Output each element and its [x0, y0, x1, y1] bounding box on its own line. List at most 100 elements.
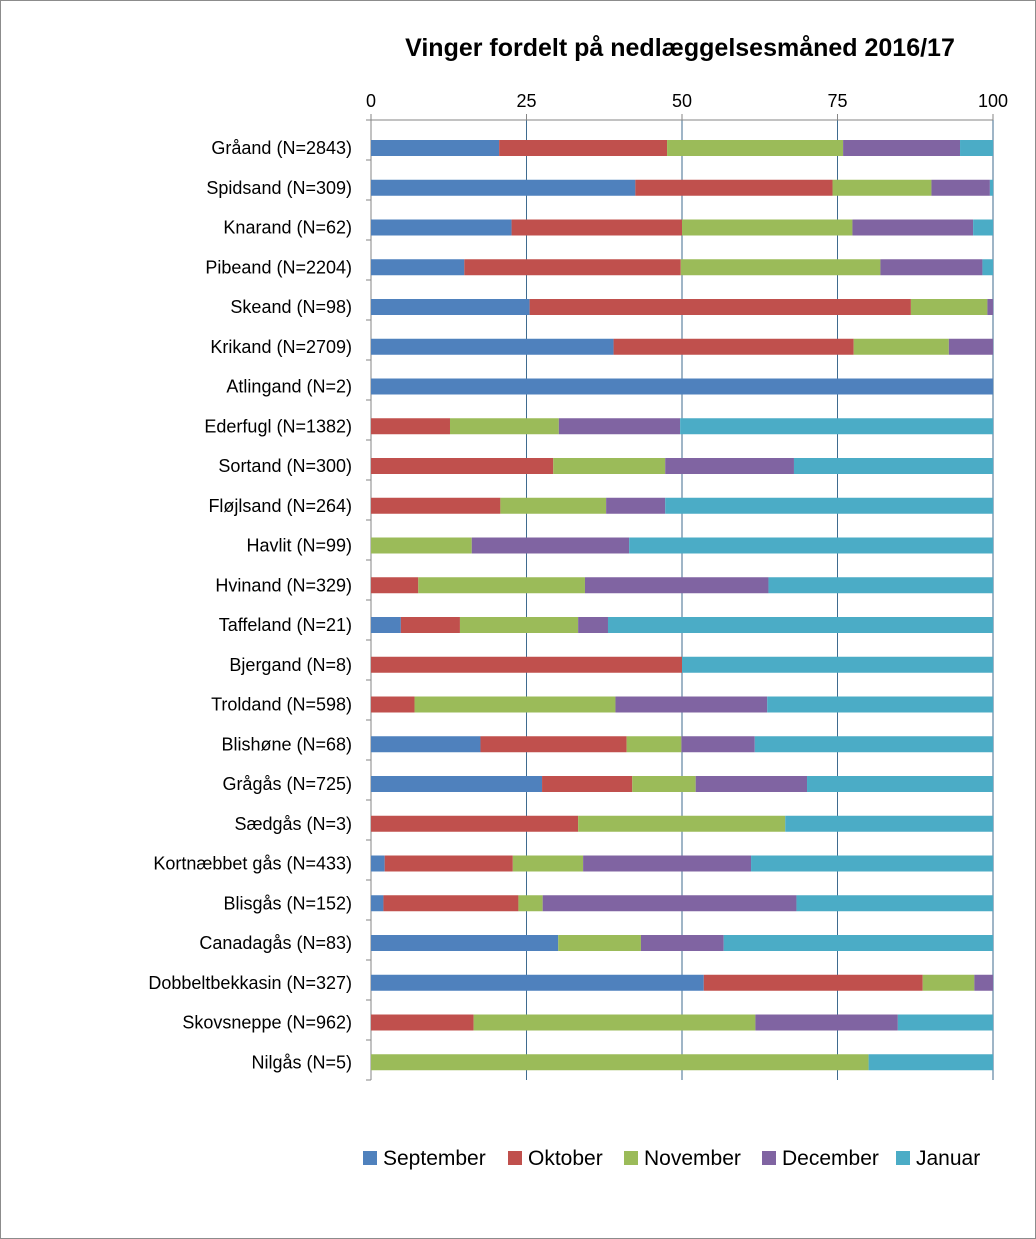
- bar-segment-oktober: [383, 895, 519, 912]
- bar-segment-december: [974, 974, 993, 991]
- bar-segment-december: [695, 776, 808, 792]
- bar-segment-januar: [897, 1014, 993, 1031]
- bar-segment-november: [853, 338, 949, 355]
- bar-segment-januar: [785, 815, 993, 832]
- bars: [371, 140, 993, 1071]
- category-label: Taffeland (N=21): [219, 615, 352, 635]
- bar-segment-oktober: [542, 776, 633, 792]
- bar-segment-oktober: [371, 497, 501, 514]
- x-tick-label: 50: [672, 91, 692, 111]
- category-label: Canadagås (N=83): [199, 933, 352, 953]
- bar-segment-januar: [793, 458, 993, 474]
- bar-segment-september: [371, 974, 704, 991]
- bar-segment-november: [414, 696, 616, 713]
- bar-segment-december: [843, 140, 961, 156]
- bar-segment-januar: [768, 577, 993, 594]
- chart-title: Vinger fordelt på nedlæggelsesmåned 2016…: [405, 34, 955, 62]
- bar-segment-september: [371, 617, 401, 633]
- bar-segment-december: [852, 219, 974, 236]
- bar-segment-december: [755, 1014, 898, 1031]
- bar-segment-november: [449, 418, 559, 435]
- bar-segment-september: [371, 378, 993, 395]
- bar-segment-december: [542, 895, 797, 912]
- bar-segment-oktober: [511, 219, 682, 236]
- bar-segment-september: [371, 179, 636, 196]
- category-labels: Gråand (N=2843) Spidsand (N=309) Knarand (…: [148, 138, 352, 1072]
- bar-segment-januar: [767, 696, 993, 713]
- bar-segment-december: [880, 259, 983, 276]
- bar-segment-september: [371, 299, 530, 315]
- bar-segment-oktober: [384, 855, 513, 872]
- bar-segment-september: [371, 895, 384, 912]
- bar-segment-november: [910, 299, 988, 315]
- bar-segment-oktober: [371, 418, 450, 435]
- x-tick-label: 100: [978, 91, 1008, 111]
- x-tick-label: 0: [366, 91, 376, 111]
- bar-segment-december: [681, 736, 755, 753]
- bar-segment-november: [371, 1054, 869, 1071]
- bar-segment-januar: [665, 497, 993, 514]
- legend-label: Oktober: [528, 1147, 603, 1170]
- category-label: Fløjlsand (N=264): [208, 496, 352, 516]
- category-label: Nilgås (N=5): [251, 1052, 352, 1072]
- bar-segment-januar: [960, 140, 993, 156]
- category-label: Dobbeltbekkasin (N=327): [148, 973, 352, 993]
- bar-segment-januar: [754, 736, 993, 753]
- bar-segment-december: [665, 458, 794, 474]
- category-label: Skovsneppe (N=962): [182, 1013, 352, 1033]
- bar-segment-januar: [751, 855, 993, 872]
- category-label: Spidsand (N=309): [206, 178, 352, 198]
- category-label: Krikand (N=2709): [210, 337, 352, 357]
- bar-segment-november: [558, 935, 641, 951]
- bar-segment-januar: [607, 617, 993, 633]
- bar-segment-november: [418, 577, 585, 594]
- legend-label: Januar: [916, 1147, 980, 1170]
- bar-segment-september: [371, 140, 500, 156]
- bar-segment-januar: [682, 656, 993, 673]
- bar-segment-oktober: [371, 577, 419, 594]
- legend-swatch: [508, 1151, 522, 1165]
- bar-segment-november: [459, 617, 579, 633]
- bar-segment-januar: [807, 776, 993, 792]
- bar-segment-november: [518, 895, 543, 912]
- bar-segment-september: [371, 259, 465, 276]
- category-label: Sædgås (N=3): [234, 814, 352, 834]
- x-tick-labels: 0 25 50 75 100: [366, 91, 1008, 111]
- bar-segment-oktober: [371, 815, 579, 832]
- bar-segment-december: [606, 497, 666, 514]
- category-label: Hvinand (N=329): [215, 575, 352, 595]
- bar-segment-november: [578, 815, 786, 832]
- category-label: Pibeand (N=2204): [205, 257, 352, 277]
- bar-segment-september: [371, 855, 385, 872]
- bar-segment-december: [931, 179, 990, 196]
- bar-segment-november: [832, 179, 932, 196]
- bar-segment-november: [922, 974, 975, 991]
- bar-segment-december: [583, 855, 752, 872]
- bar-segment-januar: [796, 895, 993, 912]
- bar-segment-oktober: [464, 259, 681, 276]
- bar-segment-december: [558, 418, 681, 435]
- bar-segment-september: [371, 219, 512, 236]
- bar-segment-december: [987, 299, 993, 315]
- bar-segment-januar: [989, 179, 993, 196]
- legend-swatch: [363, 1151, 377, 1165]
- bar-segment-oktober: [400, 617, 460, 633]
- bar-segment-oktober: [371, 1014, 474, 1031]
- bar-segment-december: [471, 537, 630, 554]
- category-label: Blisgås (N=152): [223, 893, 352, 913]
- legend-label: September: [383, 1147, 486, 1170]
- bar-segment-oktober: [499, 140, 668, 156]
- bar-segment-november: [371, 537, 472, 554]
- bar-segment-november: [626, 736, 682, 753]
- bar-segment-oktober: [371, 458, 554, 474]
- bar-segment-januar: [982, 259, 993, 276]
- category-label: Knarand (N=62): [223, 218, 352, 238]
- bar-segment-december: [578, 617, 608, 633]
- bar-segment-december: [640, 935, 724, 951]
- bar-segment-november: [553, 458, 666, 474]
- bar-segment-oktober: [703, 974, 923, 991]
- category-label: Bjergand (N=8): [229, 655, 352, 675]
- bar-segment-januar: [973, 219, 993, 236]
- bar-segment-oktober: [371, 696, 415, 713]
- category-label: Havlit (N=99): [246, 536, 352, 556]
